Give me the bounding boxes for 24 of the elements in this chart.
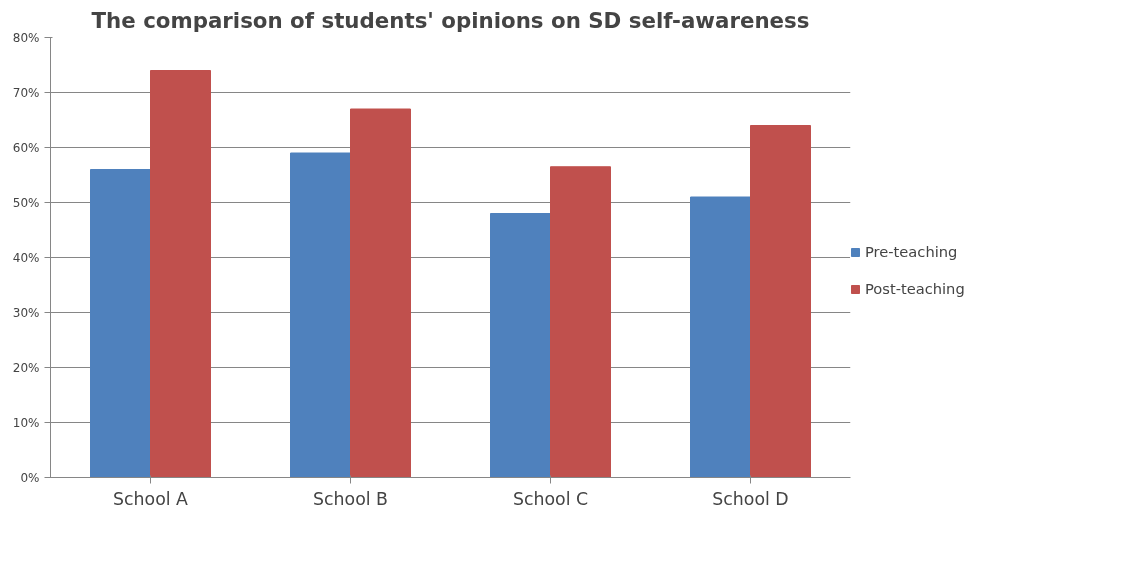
x-tick-label: School A [113, 488, 189, 509]
y-tick-label: 60% [12, 140, 40, 155]
bar [550, 166, 611, 478]
y-tick-label: 70% [12, 85, 40, 100]
bar [290, 152, 351, 478]
x-tick-label: School C [512, 488, 589, 509]
y-tick-label: 80% [12, 30, 40, 45]
bar [490, 213, 551, 478]
bar [90, 169, 151, 478]
legend-label: Post-teaching [865, 280, 965, 297]
bar [690, 196, 751, 478]
chart-title: The comparison of students' opinions on SD self-awareness [91, 7, 810, 33]
x-tick-label: School B [313, 488, 388, 509]
y-tick-label: 40% [12, 250, 40, 265]
bar [750, 125, 811, 478]
x-tick-label: School D [712, 488, 789, 509]
y-tick-label: 10% [12, 415, 40, 430]
legend-label: Pre-teaching [865, 243, 958, 260]
y-tick-label: 0% [20, 470, 40, 485]
y-tick-label: 30% [12, 305, 40, 320]
y-tick-label: 20% [12, 360, 40, 375]
bar [350, 108, 411, 478]
bar [150, 70, 211, 478]
y-tick-label: 50% [12, 195, 40, 210]
